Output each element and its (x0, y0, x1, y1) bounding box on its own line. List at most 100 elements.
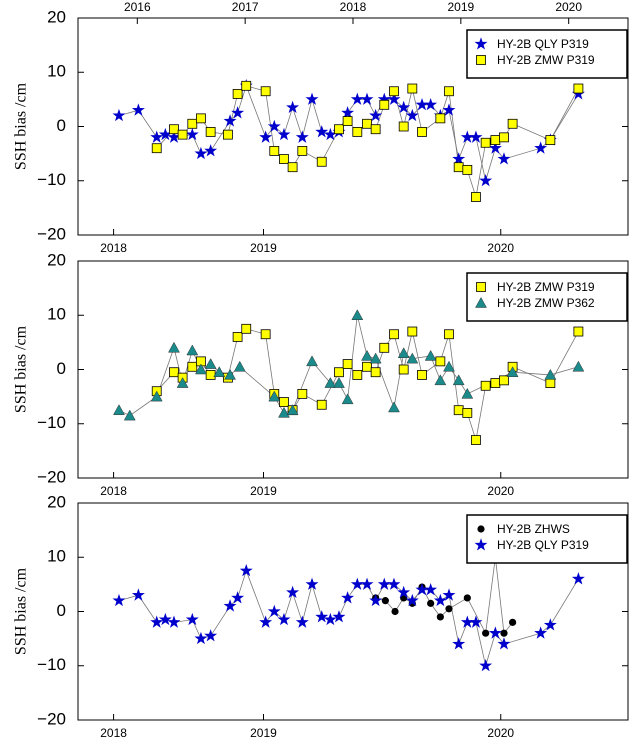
star-marker (469, 130, 483, 143)
star-marker (150, 615, 164, 628)
star-marker (295, 130, 309, 143)
star-marker (474, 37, 488, 50)
star-marker (369, 108, 383, 122)
star-marker (158, 127, 172, 141)
square-marker (352, 127, 363, 137)
square-marker (499, 375, 509, 386)
square-marker (260, 86, 271, 97)
star-marker (267, 604, 281, 617)
square-marker (352, 370, 363, 380)
triangle-marker (351, 309, 364, 320)
triangle-marker (286, 404, 299, 415)
square-marker (241, 323, 252, 334)
x-tick-label: 2018 (100, 484, 127, 498)
x-tick-label: 2018 (100, 726, 127, 740)
series-line (375, 557, 513, 635)
circle-marker (436, 613, 444, 621)
star-marker (497, 637, 511, 650)
legend-box (466, 514, 628, 564)
square-marker (407, 83, 418, 94)
star-marker (204, 629, 218, 642)
square-marker (490, 378, 501, 388)
star-marker (223, 114, 237, 127)
x2-tick-label: 2017 (232, 0, 259, 14)
x-tick-label: 2020 (487, 484, 514, 498)
square-marker (471, 435, 481, 445)
triangle-marker (150, 390, 163, 402)
circle-marker (482, 629, 490, 637)
star-marker (424, 583, 438, 596)
square-marker (398, 364, 409, 375)
x-tick-label: 2019 (250, 241, 277, 255)
square-marker (287, 162, 298, 173)
x2-tick-label: 2020 (555, 0, 582, 14)
square-marker (545, 135, 556, 145)
star-marker (315, 125, 329, 138)
star-marker (267, 119, 281, 132)
star-marker (332, 610, 346, 623)
x-tick-label: 2019 (250, 484, 277, 498)
circle-marker (477, 525, 485, 533)
star-marker (442, 588, 456, 601)
x2-tick-label: 2018 (340, 0, 367, 14)
square-marker (260, 329, 271, 340)
square-marker (407, 326, 418, 337)
y-axis-label: SSH bias /cm (13, 567, 30, 655)
circle-marker (500, 629, 508, 637)
square-marker (389, 329, 399, 340)
star-marker (452, 152, 466, 165)
square-marker (462, 407, 473, 418)
star-marker (112, 593, 126, 607)
star-marker (460, 615, 474, 628)
triangle-marker (434, 374, 447, 386)
triangle-marker (204, 358, 217, 369)
square-marker (241, 80, 252, 91)
star-marker (534, 626, 548, 639)
star-marker (474, 538, 488, 551)
square-marker (370, 124, 381, 135)
star-marker (167, 130, 181, 143)
star-marker (259, 130, 273, 143)
star-marker (277, 127, 291, 141)
star-marker (360, 577, 374, 590)
square-marker (417, 370, 427, 380)
square-marker (177, 129, 188, 140)
square-marker (205, 370, 216, 380)
y-tick-label: 10 (47, 547, 66, 566)
x2-tick-label: 2016 (124, 0, 151, 14)
star-marker (323, 127, 337, 141)
y-tick-label: 10 (47, 62, 66, 81)
star-marker (405, 593, 419, 607)
legend-label: HY-2B ZMW P319 (497, 53, 595, 67)
square-marker (471, 192, 481, 202)
triangle-marker (333, 377, 345, 388)
triangle-marker (475, 296, 487, 308)
triangle-marker (224, 368, 236, 380)
y-tick-label: −10 (37, 170, 66, 189)
square-marker (342, 359, 353, 369)
square-marker (269, 146, 280, 156)
triangle-marker (186, 344, 199, 356)
square-marker (362, 361, 372, 372)
square-marker (279, 154, 289, 164)
star-marker (415, 583, 429, 596)
square-marker (370, 367, 381, 378)
x-tick-label: 2020 (487, 726, 514, 740)
star-marker (377, 577, 391, 590)
legend-label: HY-2B QLY P319 (497, 37, 589, 51)
star-marker (341, 106, 355, 119)
series-line (156, 85, 579, 198)
triangle-marker (306, 355, 318, 367)
star-marker (259, 615, 273, 628)
star-marker (158, 612, 172, 626)
star-marker (185, 127, 199, 141)
star-marker (286, 585, 300, 599)
square-marker (279, 397, 289, 407)
triangle-marker (324, 377, 337, 388)
circle-marker (391, 607, 399, 616)
star-marker (433, 593, 447, 607)
series-line (156, 328, 579, 441)
square-marker (205, 127, 216, 137)
square-marker (316, 156, 327, 167)
star-marker (204, 144, 218, 157)
